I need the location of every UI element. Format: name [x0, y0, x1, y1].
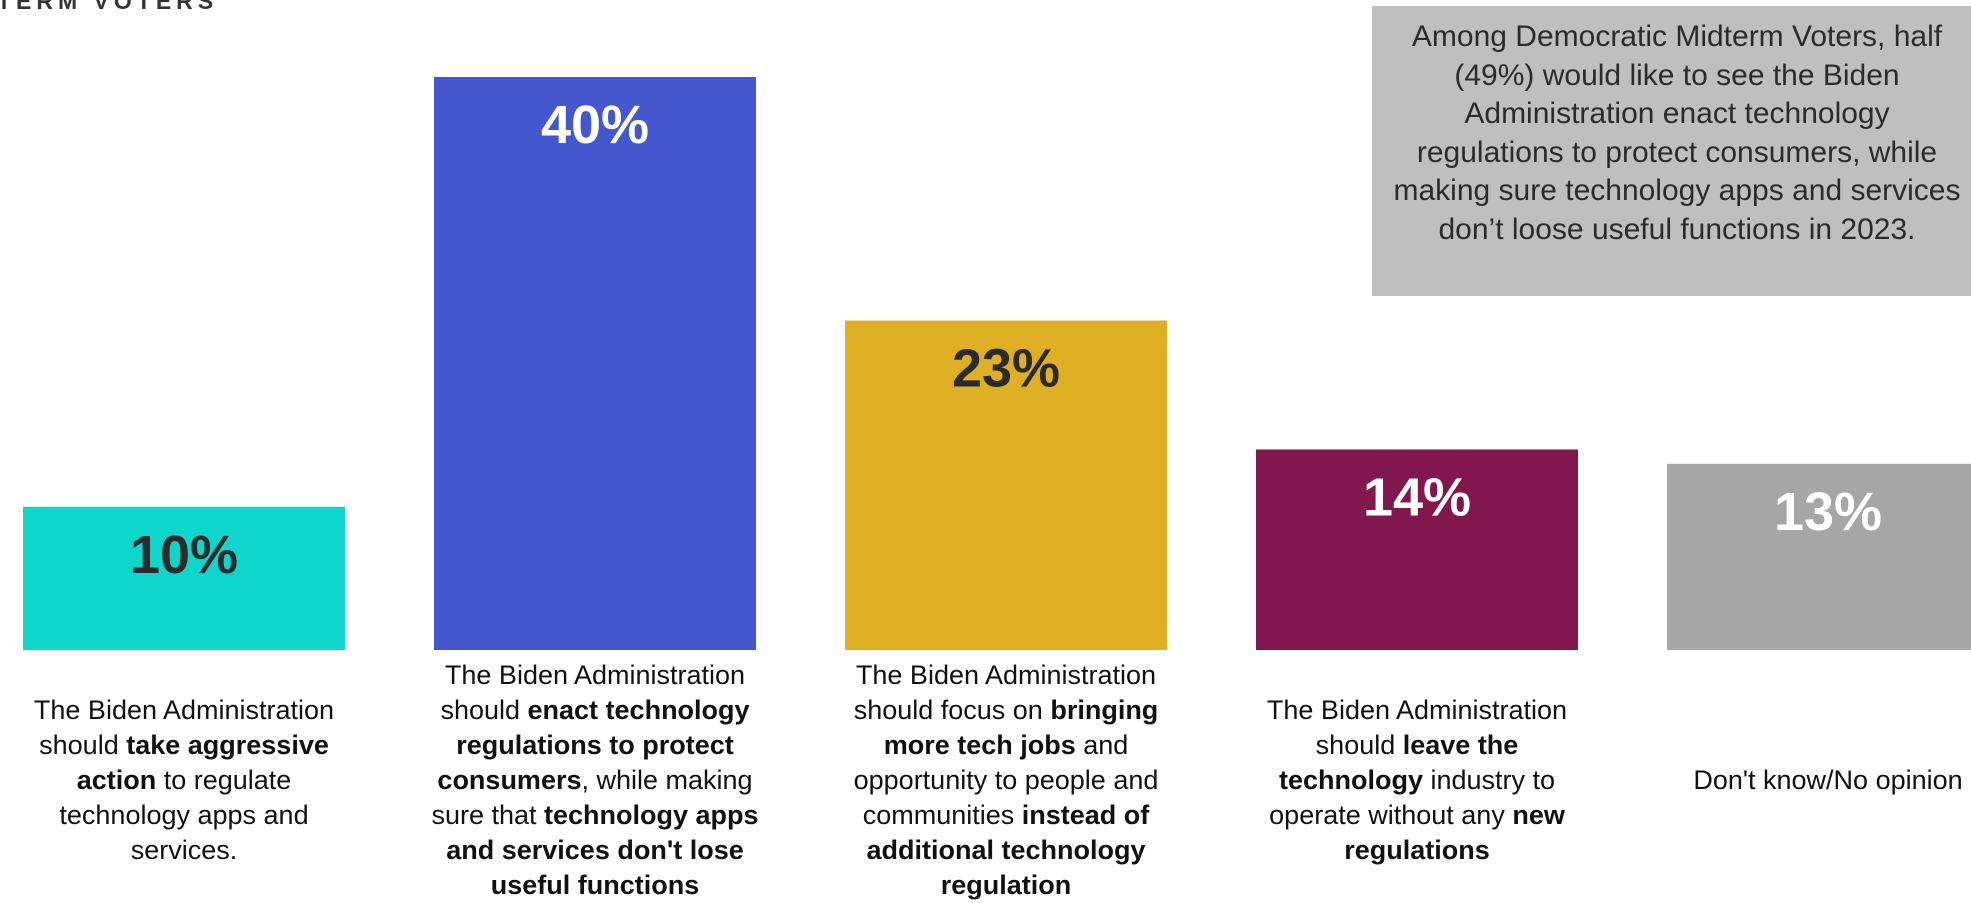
bar-value-label-4: 14% [1363, 467, 1471, 527]
category-text-2: The Biden Administration should enact te… [431, 659, 759, 900]
category-label-4: The Biden Administration should leave th… [1247, 660, 1587, 900]
bar-4 [1256, 449, 1578, 650]
bar-value-label-1: 10% [130, 525, 238, 585]
category-text-4: The Biden Administration should leave th… [1266, 694, 1568, 865]
bar-value-label-3: 23% [952, 339, 1060, 399]
category-label-2: The Biden Administration should enact te… [425, 660, 765, 900]
bar-1 [23, 506, 345, 650]
bar-5 [1667, 463, 1971, 650]
bar-value-label-2: 40% [541, 95, 649, 155]
category-label-5: Don't know/No opinion [1658, 660, 1971, 900]
category-text-1: The Biden Administration should take agg… [33, 694, 335, 865]
category-text-5: Don't know/No opinion [1693, 764, 1963, 795]
bar-3 [845, 320, 1167, 650]
chart-title: TERM VOTERS [0, 0, 219, 14]
category-text-3: The Biden Administration should focus on… [853, 659, 1159, 900]
bar-2 [434, 77, 756, 650]
category-label-3: The Biden Administration should focus on… [836, 660, 1176, 900]
bar-value-label-5: 13% [1774, 482, 1882, 542]
callout-text: Among Democratic Midterm Voters, half (4… [1393, 20, 1961, 246]
callout-box: Among Democratic Midterm Voters, half (4… [1372, 6, 1971, 296]
category-label-1: The Biden Administration should take agg… [14, 660, 354, 900]
